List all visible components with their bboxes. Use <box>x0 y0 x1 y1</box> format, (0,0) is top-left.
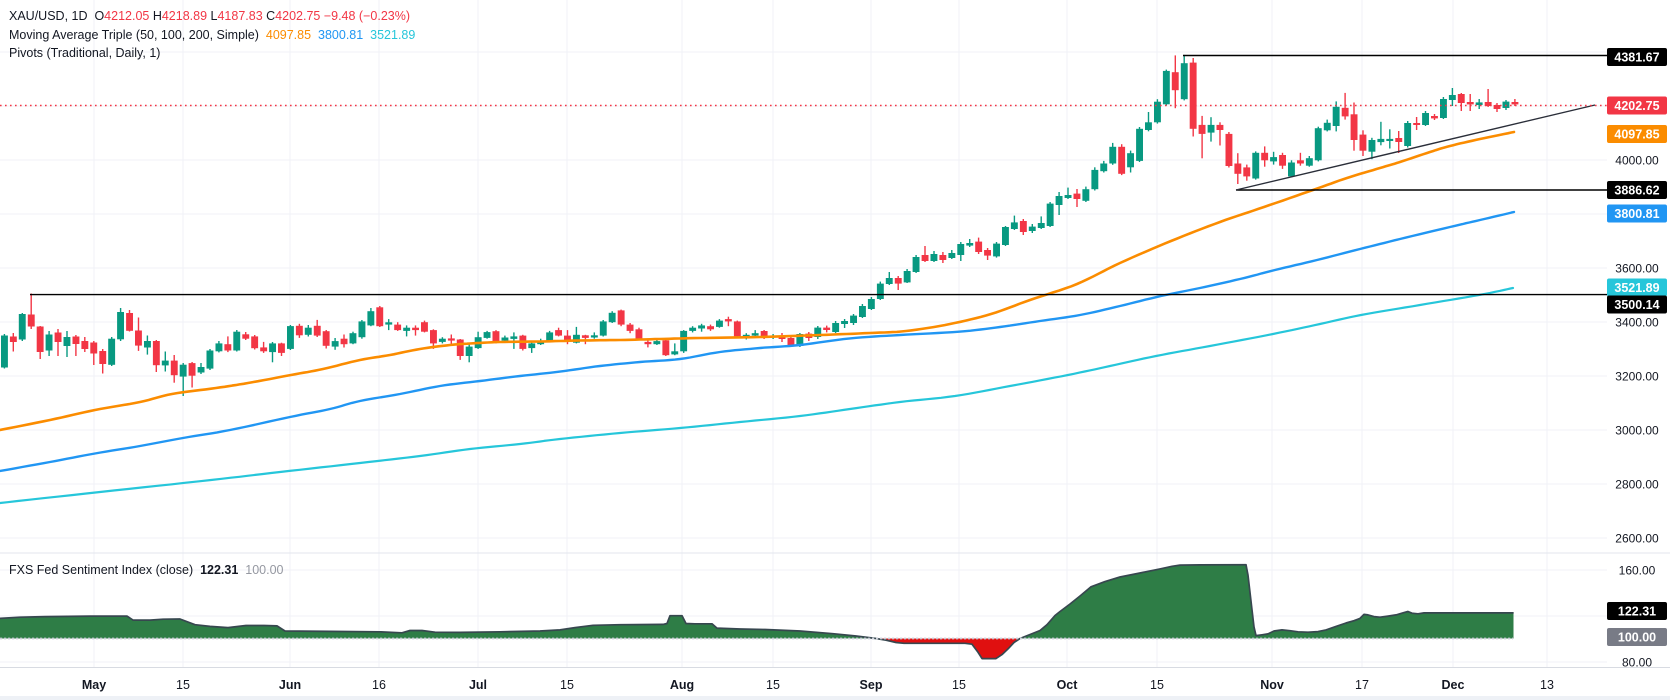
svg-text:15: 15 <box>1150 678 1164 692</box>
svg-text:3521.89: 3521.89 <box>1614 281 1659 295</box>
svg-text:May: May <box>82 678 106 692</box>
svg-text:4000.00: 4000.00 <box>1615 153 1659 167</box>
svg-text:15: 15 <box>952 678 966 692</box>
svg-text:122.31: 122.31 <box>1618 604 1656 618</box>
svg-text:2800.00: 2800.00 <box>1615 477 1659 491</box>
svg-text:Nov: Nov <box>1260 678 1284 692</box>
svg-text:3400.00: 3400.00 <box>1615 315 1659 329</box>
svg-text:80.00: 80.00 <box>1622 655 1652 669</box>
svg-text:100.00: 100.00 <box>1618 630 1656 644</box>
svg-text:Aug: Aug <box>670 678 694 692</box>
svg-text:3886.62: 3886.62 <box>1614 183 1659 197</box>
svg-text:FXS Fed Sentiment Index (close: FXS Fed Sentiment Index (close) 122.31 1… <box>9 563 284 577</box>
svg-text:17: 17 <box>1355 678 1369 692</box>
svg-text:15: 15 <box>176 678 190 692</box>
svg-text:Moving Average Triple (50, 100: Moving Average Triple (50, 100, 200, Sim… <box>9 28 415 42</box>
svg-text:3600.00: 3600.00 <box>1615 261 1659 275</box>
svg-text:3200.00: 3200.00 <box>1615 369 1659 383</box>
svg-text:Pivots (Traditional, Daily, 1): Pivots (Traditional, Daily, 1) <box>9 46 160 60</box>
svg-text:13: 13 <box>1540 678 1554 692</box>
svg-text:Dec: Dec <box>1442 678 1465 692</box>
svg-text:4381.67: 4381.67 <box>1614 50 1659 64</box>
svg-text:Sep: Sep <box>860 678 883 692</box>
svg-text:3000.00: 3000.00 <box>1615 423 1659 437</box>
svg-text:Oct: Oct <box>1057 678 1079 692</box>
svg-text:160.00: 160.00 <box>1619 563 1656 577</box>
svg-text:4097.85: 4097.85 <box>1614 127 1659 141</box>
svg-text:XAU/USD, 1D O4212.05 H4218.89: XAU/USD, 1D O4212.05 H4218.89 L4187.83 C… <box>9 9 410 23</box>
svg-text:Jun: Jun <box>279 678 301 692</box>
svg-text:Jul: Jul <box>469 678 487 692</box>
svg-text:3500.14: 3500.14 <box>1614 298 1659 312</box>
svg-text:15: 15 <box>560 678 574 692</box>
svg-text:4202.75: 4202.75 <box>1614 99 1659 113</box>
svg-text:2600.00: 2600.00 <box>1615 531 1659 545</box>
svg-text:15: 15 <box>766 678 780 692</box>
svg-text:16: 16 <box>372 678 386 692</box>
svg-text:3800.81: 3800.81 <box>1614 207 1659 221</box>
